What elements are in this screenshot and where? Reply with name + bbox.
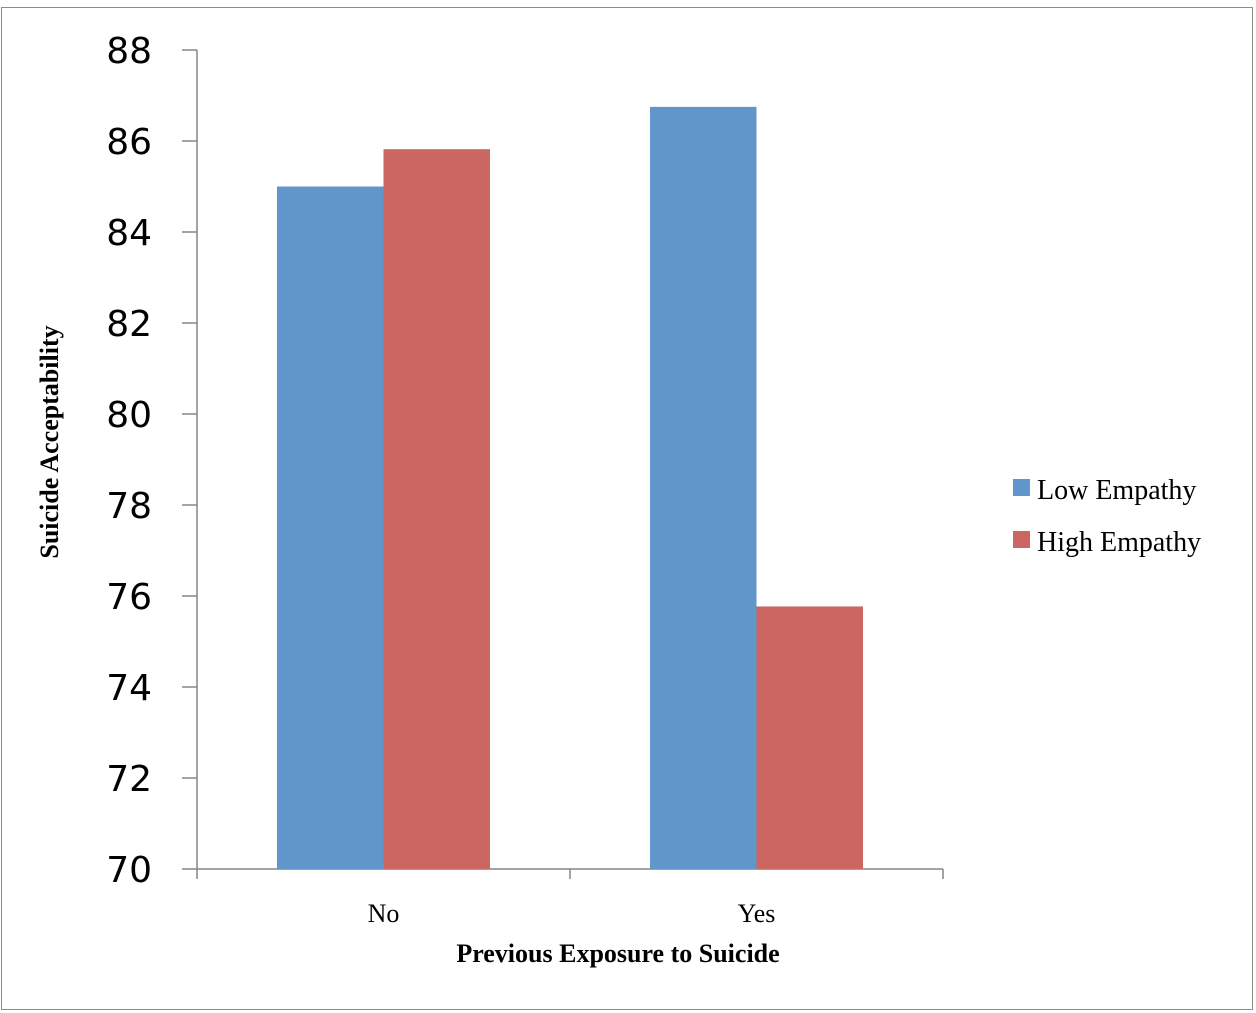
- legend-label: Low Empathy: [1037, 475, 1196, 506]
- y-tick-label: 80: [106, 395, 152, 436]
- y-axis-title: Suicide Acceptability: [35, 325, 64, 558]
- y-tick-label: 78: [106, 486, 152, 527]
- y-tick-label: 84: [106, 213, 152, 254]
- legend-swatch: [1013, 479, 1030, 496]
- x-tick-label: No: [368, 899, 400, 928]
- legend: Low Empathy High Empathy: [1013, 475, 1201, 558]
- bar-low-empathy: [277, 186, 384, 869]
- x-axis: No Yes: [196, 868, 944, 928]
- y-tick-label: 74: [106, 668, 152, 709]
- y-axis: 70 72 74 76 78 80 82 84 86 88: [106, 31, 198, 891]
- bar-high-empathy: [383, 149, 490, 869]
- y-tick-label: 76: [106, 577, 152, 618]
- legend-swatch: [1013, 531, 1030, 548]
- y-tick-label: 82: [106, 304, 152, 345]
- chart-frame: [1, 7, 1253, 1010]
- y-tick-label: 86: [106, 122, 152, 163]
- y-tick-label: 88: [106, 31, 152, 72]
- bar-high-empathy: [756, 606, 863, 869]
- y-tick-label: 70: [106, 850, 152, 891]
- legend-label: High Empathy: [1037, 527, 1201, 558]
- x-tick-label: Yes: [738, 899, 776, 928]
- x-axis-title: Previous Exposure to Suicide: [456, 939, 779, 968]
- y-tick-label: 72: [106, 759, 152, 800]
- bar-low-empathy: [650, 106, 757, 869]
- bars: [277, 106, 863, 869]
